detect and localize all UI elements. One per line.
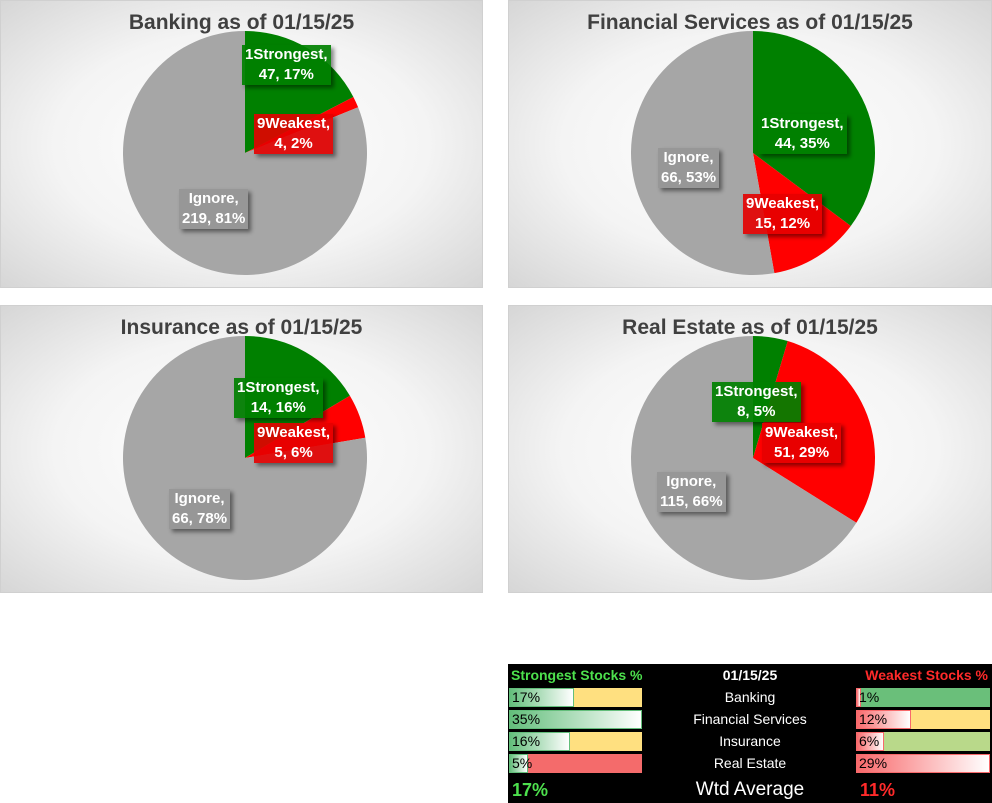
slice-value: 5, 6% bbox=[274, 444, 313, 461]
weakest-header: Weakest Stocks % bbox=[865, 667, 988, 683]
weakest-data-label: 9Weakest, 5, 6% bbox=[254, 423, 334, 463]
weak-pct: 12% bbox=[859, 711, 888, 727]
strong-bar bbox=[509, 754, 528, 773]
weakest-data-label: 9Weakest, 51, 29% bbox=[762, 423, 842, 463]
sector-name: Banking bbox=[724, 689, 776, 705]
strongest-data-label: 1Strongest, 44, 35% bbox=[758, 114, 847, 154]
slice-label: 9Weakest, bbox=[765, 424, 839, 441]
financial-services-pie-panel: Financial Services as of 01/15/25 1Stron… bbox=[508, 0, 992, 288]
slice-label: 9Weakest, bbox=[257, 115, 331, 132]
slice-label: 1Strongest, bbox=[761, 115, 844, 132]
weak-bar bbox=[856, 754, 990, 773]
real-estate-pie-panel: Real Estate as of 01/15/25 1Strongest, 8,… bbox=[508, 305, 992, 593]
weak-bar bbox=[856, 688, 862, 707]
weak-bar bbox=[856, 732, 884, 751]
ignore-data-label: Ignore, 115, 66% bbox=[657, 472, 726, 512]
wtd-average-label: Wtd Average bbox=[695, 779, 805, 800]
strong-bar bbox=[509, 688, 574, 707]
weak-pct: 6% bbox=[859, 733, 880, 749]
strong-cell: 5% bbox=[509, 754, 642, 773]
summary-row-financial-services: 35% Financial Services 12% bbox=[508, 709, 992, 730]
weak-cell: 1% bbox=[856, 688, 990, 707]
slice-label: 1Strongest, bbox=[245, 46, 328, 63]
strongest-data-label: 1Strongest, 8, 5% bbox=[712, 382, 801, 422]
summary-footer-row: 17% Wtd Average 11% bbox=[508, 777, 992, 801]
slice-label: 9Weakest, bbox=[746, 195, 820, 212]
weakest-data-label: 9Weakest, 4, 2% bbox=[254, 114, 334, 154]
sector-name: Real Estate bbox=[713, 755, 787, 771]
summary-header-row: Strongest Stocks % 01/15/25 Weakest Stoc… bbox=[508, 665, 992, 686]
slice-value: 15, 12% bbox=[755, 215, 811, 232]
slice-label: Ignore, bbox=[188, 190, 239, 207]
summary-row-real-estate: 5% Real Estate 29% bbox=[508, 753, 992, 774]
pie-svg bbox=[122, 336, 367, 580]
pie-svg bbox=[630, 31, 875, 275]
strong-pct: 35% bbox=[512, 711, 541, 727]
slice-value: 8, 5% bbox=[737, 403, 776, 420]
slice-label: Ignore, bbox=[174, 490, 225, 507]
sector-name: Insurance bbox=[719, 733, 781, 749]
weak-pct: 29% bbox=[859, 755, 888, 771]
pie-title: Banking as of 01/15/25 bbox=[128, 11, 355, 34]
strongest-data-label: 1Strongest, 47, 17% bbox=[242, 45, 331, 85]
strong-pct: 5% bbox=[512, 755, 533, 771]
slice-value: 115, 66% bbox=[660, 493, 723, 510]
slice-value: 14, 16% bbox=[250, 399, 306, 416]
ignore-slice bbox=[631, 336, 857, 580]
pie-title: Real Estate as of 01/15/25 bbox=[622, 316, 878, 339]
insurance-pie-panel: Insurance as of 01/15/25 1Strongest, 14, … bbox=[0, 305, 483, 593]
summary-row-banking: 17% Banking 1% bbox=[508, 687, 992, 708]
summary-row-insurance: 16% Insurance 6% bbox=[508, 731, 992, 752]
banking-pie-panel: Banking as of 01/15/25 1Strongest, 47, 17… bbox=[0, 0, 483, 288]
slice-label: 1Strongest, bbox=[715, 383, 798, 400]
slice-value: 219, 81% bbox=[182, 210, 246, 227]
pie-title: Financial Services as of 01/15/25 bbox=[587, 11, 913, 34]
ignore-data-label: Ignore, 66, 78% bbox=[169, 489, 231, 529]
slice-label: Ignore, bbox=[663, 149, 714, 166]
slice-label: 1Strongest, bbox=[237, 379, 320, 396]
sector-name: Financial Services bbox=[693, 711, 807, 727]
slice-value: 66, 78% bbox=[172, 510, 228, 527]
strongest-data-label: 1Strongest, 14, 16% bbox=[234, 378, 323, 418]
slice-value: 66, 53% bbox=[661, 169, 717, 186]
slice-value: 51, 29% bbox=[774, 444, 830, 461]
weak-pct: 1% bbox=[859, 689, 880, 705]
slice-value: 47, 17% bbox=[258, 66, 314, 83]
strong-pct: 16% bbox=[512, 733, 541, 749]
weak-cell: 12% bbox=[856, 710, 990, 729]
weakest-data-label: 9Weakest, 15, 12% bbox=[743, 194, 823, 234]
pie-title: Insurance as of 01/15/25 bbox=[120, 316, 363, 339]
strong-cell: 35% bbox=[509, 710, 642, 729]
weak-cell: 29% bbox=[856, 754, 990, 773]
strong-cell: 16% bbox=[509, 732, 642, 751]
strong-bar bbox=[509, 710, 642, 729]
ignore-data-label: Ignore, 219, 81% bbox=[179, 189, 249, 229]
weak-cell: 6% bbox=[856, 732, 990, 751]
strong-bar bbox=[509, 732, 570, 751]
strong-pct: 17% bbox=[512, 689, 541, 705]
strongest-header: Strongest Stocks % bbox=[511, 667, 643, 683]
pie-svg bbox=[122, 31, 367, 275]
summary-table: Strongest Stocks % 01/15/25 Weakest Stoc… bbox=[508, 664, 992, 803]
strong-cell: 17% bbox=[509, 688, 642, 707]
slice-value: 4, 2% bbox=[274, 135, 313, 152]
pie-svg bbox=[631, 336, 875, 580]
slice-label: 9Weakest, bbox=[257, 424, 331, 441]
strongest-average: 17% bbox=[512, 780, 549, 800]
slice-label: Ignore, bbox=[666, 473, 717, 490]
slice-value: 44, 35% bbox=[774, 135, 830, 152]
weakest-average: 11% bbox=[860, 780, 896, 800]
weak-bar bbox=[856, 710, 912, 729]
ignore-data-label: Ignore, 66, 53% bbox=[658, 148, 720, 188]
date-header: 01/15/25 bbox=[722, 667, 778, 683]
